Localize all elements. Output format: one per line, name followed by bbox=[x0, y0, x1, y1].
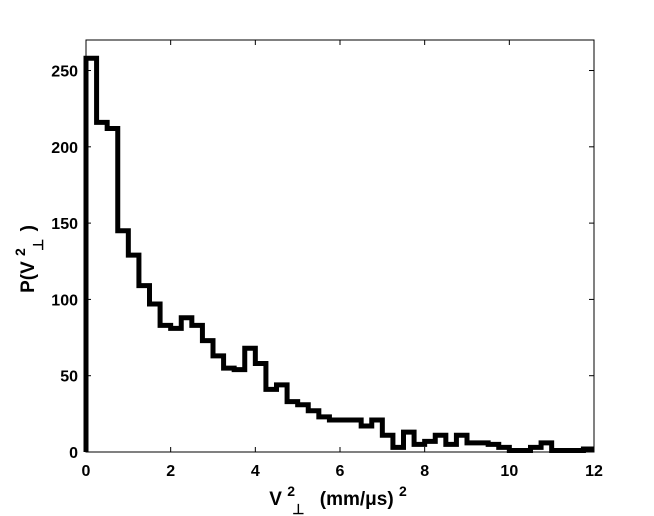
histogram-bin-bar bbox=[478, 443, 489, 452]
y-axis-main: P(V bbox=[18, 261, 39, 293]
histogram-bin-bar bbox=[224, 368, 235, 452]
histogram-bin-bar bbox=[583, 449, 594, 452]
y-tick-label: 150 bbox=[51, 216, 78, 233]
x-axis-main: V bbox=[269, 489, 282, 510]
y-tick-label: 250 bbox=[51, 64, 78, 81]
histogram-bin-bar bbox=[393, 447, 404, 452]
x-tick-label: 4 bbox=[251, 463, 260, 480]
histogram-series-line bbox=[83, 55, 594, 453]
histogram-bin-bar bbox=[414, 444, 425, 452]
histogram-bin-bar bbox=[499, 447, 510, 452]
y-axis-close: ) bbox=[18, 225, 39, 231]
x-tick-label: 8 bbox=[420, 463, 429, 480]
histogram-bin-bar bbox=[308, 411, 319, 452]
histogram-bin-bar bbox=[372, 420, 383, 452]
x-axis-unit: (mm/μs) bbox=[320, 489, 394, 510]
histogram-bin-bar bbox=[573, 450, 584, 452]
histogram-bin-bar bbox=[541, 443, 552, 452]
y-axis-superscript: 2 bbox=[12, 248, 28, 256]
x-tick-label: 6 bbox=[336, 463, 345, 480]
x-axis-unit-superscript: 2 bbox=[399, 483, 407, 499]
x-tick-label: 10 bbox=[500, 463, 518, 480]
y-tick-label: 100 bbox=[51, 292, 78, 309]
histogram-bin-bar bbox=[139, 286, 150, 452]
histogram-bin-bar bbox=[456, 435, 467, 452]
histogram-bin-bar bbox=[520, 450, 531, 452]
histogram-bin-bar bbox=[361, 426, 372, 452]
histogram-bin-bar bbox=[425, 441, 436, 452]
x-axis-title: V 2 ⊥ (mm/μs) 2 bbox=[269, 480, 407, 516]
y-tick-label: 50 bbox=[60, 369, 78, 386]
histogram-bin-bar bbox=[277, 385, 288, 452]
histogram-bin-bar bbox=[107, 129, 118, 452]
histogram-bin-bar bbox=[340, 420, 351, 452]
histogram-bin-bar bbox=[202, 341, 213, 452]
y-axis-subscript: ⊥ bbox=[30, 239, 46, 251]
histogram-bin-bar bbox=[118, 231, 129, 452]
histogram-bin-bar bbox=[488, 444, 499, 452]
histogram-bin-bar bbox=[435, 435, 446, 452]
y-tick-label: 200 bbox=[51, 140, 78, 157]
x-axis-superscript: 2 bbox=[287, 483, 295, 499]
histogram-bin-bar bbox=[562, 450, 573, 452]
x-tick-label: 0 bbox=[82, 463, 91, 480]
histogram-bin-bar bbox=[329, 420, 340, 452]
x-tick-label: 2 bbox=[166, 463, 175, 480]
histogram-bin-bar bbox=[234, 370, 245, 452]
histogram-bin-bar bbox=[287, 402, 298, 452]
histogram-bin-bar bbox=[171, 328, 182, 452]
y-axis-title: P(V 2 ⊥ ) bbox=[9, 225, 48, 293]
x-axis-subscript: ⊥ bbox=[292, 501, 304, 516]
histogram-bin-bar bbox=[467, 443, 478, 452]
histogram-bin-bar bbox=[382, 435, 393, 452]
histogram-bin-bar bbox=[298, 405, 309, 452]
x-tick-label: 12 bbox=[585, 463, 603, 480]
histogram-bin-bar bbox=[160, 325, 171, 452]
histogram-bin-bar bbox=[266, 389, 277, 452]
histogram-bin-bar bbox=[150, 304, 161, 452]
histogram-bin-bar bbox=[128, 255, 139, 452]
labels: 0 2 4 6 8 10 12 0 50 100 150 200 250 bbox=[51, 64, 603, 480]
histogram-bin-bar bbox=[552, 450, 563, 452]
series bbox=[83, 55, 594, 453]
histogram-bin-bar bbox=[319, 417, 330, 452]
y-tick-label: 0 bbox=[69, 445, 78, 462]
histogram-bin-bar bbox=[181, 318, 192, 452]
histogram-bin-bar bbox=[509, 450, 520, 452]
histogram-bin-bar bbox=[255, 363, 266, 452]
histogram-bin-bar bbox=[97, 122, 108, 452]
histogram-bin-bar bbox=[245, 348, 256, 452]
histogram-bin-bar bbox=[404, 432, 415, 452]
histogram-bin-bar bbox=[531, 447, 542, 452]
histogram-bin-bar bbox=[213, 356, 224, 452]
histogram-bin-bar bbox=[351, 420, 362, 452]
histogram-bin-bar bbox=[86, 58, 97, 452]
histogram-bin-bar bbox=[446, 444, 457, 452]
histogram-bin-bar bbox=[192, 325, 203, 452]
